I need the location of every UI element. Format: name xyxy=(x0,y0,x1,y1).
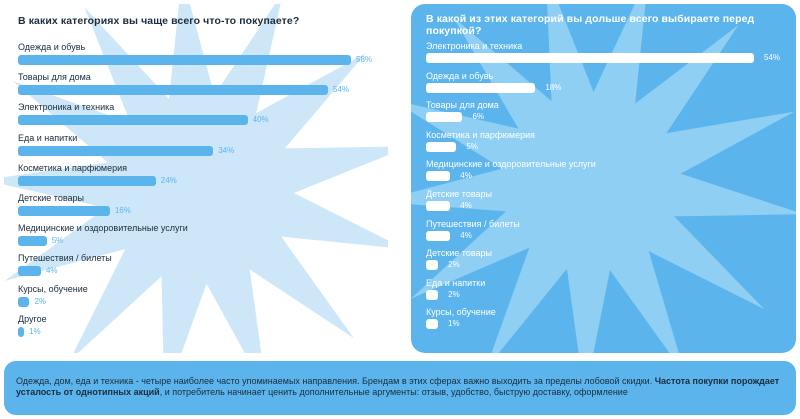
bar-label: Еда и напитки xyxy=(426,277,486,288)
bar-label: Одежда и обувь xyxy=(18,42,86,52)
bar-value-label: 6% xyxy=(472,112,484,122)
bar-label: Другое xyxy=(18,313,47,324)
bar-value-label: 54% xyxy=(764,53,781,62)
bar-label: Путешествия / билеты xyxy=(18,253,112,264)
bar-label: Одежда и обувь xyxy=(426,70,494,81)
bar-label: Электроника и техника xyxy=(18,102,115,113)
bar-value-label: 58% xyxy=(356,55,373,64)
bar-label: Товары для дома xyxy=(18,72,91,83)
bar-value-label: 4% xyxy=(45,266,58,276)
summary-text-bold: Частота покупки порождает усталость от о… xyxy=(16,376,780,397)
bar xyxy=(18,85,329,96)
bar-label: Электроника и техника xyxy=(426,41,523,51)
summary-panel: Одежда, дом, еда и техника - четыре наиб… xyxy=(4,361,796,415)
bar-label: Курсы, обучение xyxy=(18,283,88,294)
bar-value-label: 4% xyxy=(460,201,472,210)
bar-label: Товары для дома xyxy=(426,100,499,111)
bar xyxy=(18,175,156,186)
bar xyxy=(18,296,30,307)
bar xyxy=(18,236,47,247)
bar xyxy=(18,55,351,65)
bar xyxy=(18,206,110,216)
bar-value-label: 34% xyxy=(218,145,235,155)
bar-label: Детские товары xyxy=(426,248,492,259)
chart-panel-longest-choice: В какой из этих категорий вы дольше всег… xyxy=(411,4,796,353)
bar-value-label: 4% xyxy=(460,171,472,181)
bar-label: Детские товары xyxy=(18,193,84,203)
bar xyxy=(426,260,439,271)
bar xyxy=(426,82,536,93)
bar-label: Медицинские и оздоровительные услуги xyxy=(18,223,188,234)
bar-value-label: 24% xyxy=(160,175,177,185)
bar-value-label: 18% xyxy=(545,82,562,92)
summary-text-part: Одежда, дом, еда и техника - четыре наиб… xyxy=(16,376,655,386)
bar-value-label: 5% xyxy=(51,236,64,246)
bar xyxy=(426,289,439,300)
chart-title: В каких категориях вы чаще всего что-то … xyxy=(18,15,300,27)
bar xyxy=(18,326,24,337)
bar xyxy=(426,319,438,330)
bar xyxy=(18,266,41,277)
bar xyxy=(426,171,451,182)
bar-value-label: 16% xyxy=(114,206,131,215)
chart-title: В какой из этих категорий вы дольше всег… xyxy=(426,13,755,37)
bar-label: Медицинские и оздоровительные услуги xyxy=(426,159,596,170)
bar-label: Детские товары xyxy=(426,189,492,199)
bar-value-label: 4% xyxy=(460,230,472,240)
bar-value-label: 2% xyxy=(448,289,460,299)
chart-panel-frequent-categories: В каких категориях вы чаще всего что-то … xyxy=(4,4,388,353)
bar xyxy=(426,201,451,211)
summary-text-part: , и потребитель начинает ценить дополнит… xyxy=(159,387,628,397)
bar xyxy=(18,115,248,126)
bar-label: Косметика и парфюмерия xyxy=(18,162,127,173)
bar-label: Косметика и парфюмерия xyxy=(426,129,535,140)
bar xyxy=(426,53,754,63)
bar xyxy=(426,230,451,241)
bar-value-label: 2% xyxy=(34,296,47,306)
bar xyxy=(426,112,463,123)
bar-value-label: 54% xyxy=(333,85,350,95)
bar xyxy=(18,145,214,156)
summary-text: Одежда, дом, еда и техника - четыре наиб… xyxy=(16,376,782,398)
bar-label: Курсы, обучение xyxy=(426,307,496,318)
starburst-decoration xyxy=(4,4,388,353)
bar-value-label: 40% xyxy=(252,115,269,125)
bar-value-label: 1% xyxy=(448,319,460,329)
bar xyxy=(426,141,457,152)
bar-label: Путешествия / билеты xyxy=(426,218,520,229)
bar-value-label: 1% xyxy=(29,326,41,336)
bar-label: Еда и напитки xyxy=(18,132,78,143)
bar-value-label: 5% xyxy=(466,141,478,151)
bar-value-label: 2% xyxy=(448,260,460,270)
